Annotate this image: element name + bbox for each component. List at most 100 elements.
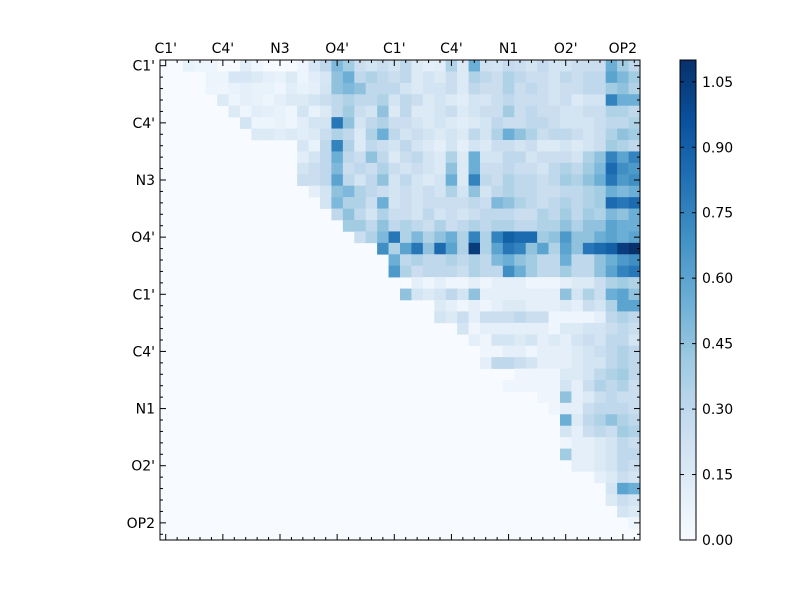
heatmap-cell bbox=[571, 357, 584, 369]
heatmap-cell bbox=[514, 254, 527, 267]
heatmap-cell bbox=[297, 140, 309, 152]
heatmap-cell bbox=[457, 288, 469, 301]
heatmap-cell bbox=[285, 128, 298, 141]
heatmap-cell bbox=[400, 265, 412, 278]
heatmap-cell bbox=[560, 265, 572, 278]
heatmap-cell bbox=[514, 368, 527, 381]
heatmap-cell bbox=[422, 94, 435, 107]
heatmap-cell bbox=[491, 345, 504, 358]
heatmap-cell bbox=[422, 208, 435, 221]
heatmap-cell bbox=[388, 128, 401, 141]
heatmap-cell bbox=[480, 277, 492, 289]
heatmap-cell bbox=[445, 277, 458, 289]
heatmap-cell bbox=[502, 185, 515, 198]
heatmap-cell bbox=[308, 71, 321, 84]
heatmap-cell bbox=[411, 140, 424, 152]
heatmap-cell bbox=[525, 322, 538, 335]
heatmap-cell bbox=[491, 242, 504, 255]
heatmap-cell bbox=[594, 174, 607, 187]
heatmap-cell bbox=[560, 402, 572, 415]
heatmap-cell bbox=[400, 208, 412, 221]
heatmap-cell bbox=[400, 254, 412, 267]
heatmap-cell bbox=[354, 140, 367, 152]
heatmap-cell bbox=[582, 82, 595, 95]
heatmap-cell bbox=[502, 334, 515, 347]
heatmap-cell bbox=[354, 105, 367, 118]
heatmap-cell bbox=[617, 311, 629, 324]
heatmap-cell bbox=[560, 254, 572, 267]
colorbar-tick-label: 0.00 bbox=[702, 533, 733, 549]
heatmap-cell bbox=[594, 117, 607, 129]
heatmap-cell bbox=[582, 277, 595, 289]
heatmap-cell bbox=[400, 151, 412, 164]
heatmap-cell bbox=[571, 288, 584, 301]
heatmap-cell bbox=[388, 71, 401, 84]
heatmap-cell bbox=[445, 208, 458, 221]
heatmap-cell bbox=[354, 128, 367, 141]
heatmap-cell bbox=[445, 220, 458, 232]
colorbar-tick-label: 0.15 bbox=[702, 468, 733, 484]
heatmap-cell bbox=[605, 117, 618, 129]
heatmap-cell bbox=[457, 105, 469, 118]
heatmap-cell bbox=[514, 71, 527, 84]
heatmap-cell bbox=[434, 311, 447, 324]
heatmap-cell bbox=[525, 357, 538, 369]
heatmap-cell bbox=[594, 128, 607, 141]
heatmap-cell bbox=[502, 174, 515, 187]
heatmap-cell bbox=[605, 265, 618, 278]
heatmap-cell bbox=[525, 334, 538, 347]
y-tick-label: N3 bbox=[136, 173, 155, 189]
heatmap-cell bbox=[548, 311, 561, 324]
heatmap-cell bbox=[365, 71, 378, 84]
heatmap-cell bbox=[400, 82, 412, 95]
heatmap-cell bbox=[514, 345, 527, 358]
heatmap-cell bbox=[342, 60, 355, 72]
heatmap-cell bbox=[560, 448, 572, 461]
heatmap-cell bbox=[342, 105, 355, 118]
heatmap-cell bbox=[548, 140, 561, 152]
heatmap-cell bbox=[262, 82, 275, 95]
heatmap-cell bbox=[594, 300, 607, 312]
heatmap-cell bbox=[594, 231, 607, 244]
heatmap-cell bbox=[400, 94, 412, 107]
heatmap-cell bbox=[537, 231, 549, 244]
heatmap-cell bbox=[422, 288, 435, 301]
heatmap-cell bbox=[354, 185, 367, 198]
heatmap-cell bbox=[537, 220, 549, 232]
heatmap-cell bbox=[617, 345, 629, 358]
heatmap-cell bbox=[400, 185, 412, 198]
heatmap-cell bbox=[320, 185, 332, 198]
heatmap-cell bbox=[491, 105, 504, 118]
heatmap-cell bbox=[434, 140, 447, 152]
heatmap-cell bbox=[388, 254, 401, 267]
heatmap-cell bbox=[582, 311, 595, 324]
heatmap-cell bbox=[308, 174, 321, 187]
heatmap-cell bbox=[400, 128, 412, 141]
heatmap-cell bbox=[594, 265, 607, 278]
heatmap-cell bbox=[605, 105, 618, 118]
heatmap-cell bbox=[320, 197, 332, 209]
heatmap-cell bbox=[480, 242, 492, 255]
heatmap-cell bbox=[514, 162, 527, 175]
y-tick-label: C4' bbox=[132, 344, 155, 360]
heatmap-cell bbox=[628, 208, 641, 221]
heatmap-cell bbox=[582, 151, 595, 164]
heatmap-cell bbox=[560, 162, 572, 175]
heatmap-cell bbox=[548, 391, 561, 404]
heatmap-cell bbox=[514, 242, 527, 255]
heatmap-cell bbox=[217, 82, 229, 95]
heatmap-cell bbox=[571, 220, 584, 232]
heatmap-cell bbox=[514, 117, 527, 129]
heatmap-cell bbox=[525, 242, 538, 255]
heatmap-cell bbox=[468, 105, 481, 118]
heatmap-cell bbox=[560, 368, 572, 381]
heatmap-cell bbox=[445, 105, 458, 118]
x-tick-label: OP2 bbox=[609, 41, 637, 57]
heatmap-cell bbox=[571, 185, 584, 198]
heatmap-cell bbox=[582, 437, 595, 449]
heatmap-cell bbox=[605, 231, 618, 244]
heatmap-cell bbox=[628, 140, 641, 152]
heatmap-cell bbox=[617, 505, 629, 518]
colorbar-ticks: 0.00 0.15 0.30 0.45 0.60 0.75 0.90 1.05 bbox=[680, 75, 733, 549]
heatmap-cell bbox=[628, 94, 641, 107]
